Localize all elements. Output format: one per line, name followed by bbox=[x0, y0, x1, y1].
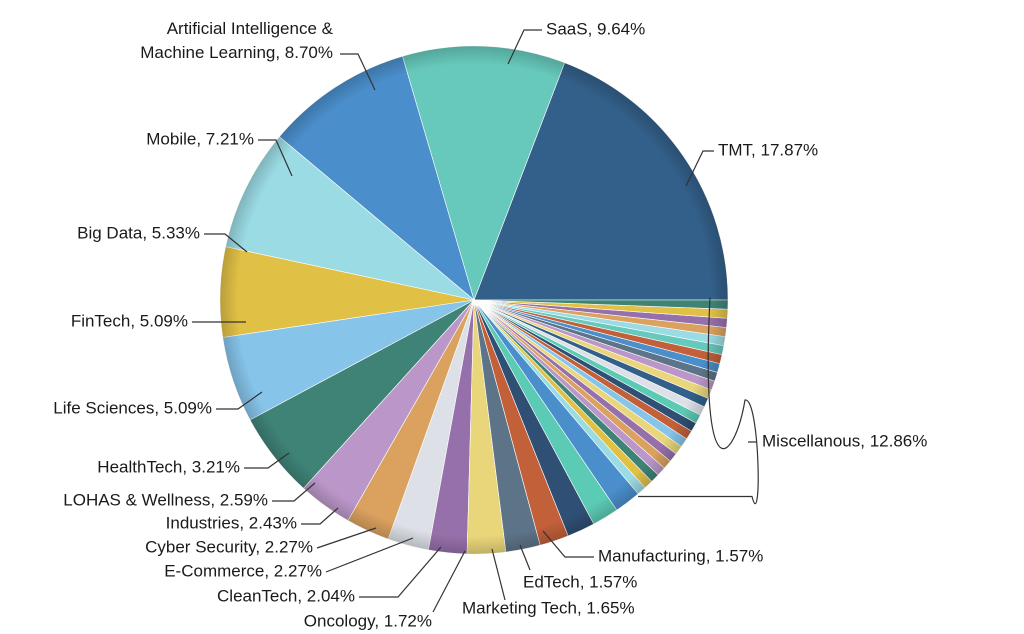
leader-line-big-data bbox=[204, 233, 248, 253]
leader-line-edtech bbox=[519, 544, 531, 571]
slice-label-e-commerce: E-Commerce, 2.27% bbox=[164, 561, 322, 580]
slice-label-lohas-wellness: LOHAS & Wellness, 2.59% bbox=[63, 490, 268, 509]
slice-label-fintech: FinTech, 5.09% bbox=[71, 311, 188, 330]
leader-line-cyber-security bbox=[316, 527, 377, 549]
leader-line-marketing-tech bbox=[491, 548, 506, 601]
leader-line-oncology bbox=[432, 550, 466, 613]
slice-label-life-sciences: Life Sciences, 5.09% bbox=[53, 398, 212, 417]
slice-label-mobile: Mobile, 7.21% bbox=[146, 129, 254, 148]
slice-label-tmt: TMT, 17.87% bbox=[718, 140, 818, 159]
leader-lines bbox=[192, 29, 759, 613]
leader-line-healthtech bbox=[244, 452, 290, 469]
leader-line-lohas-wellness bbox=[272, 482, 316, 502]
slice-label-cleantech: CleanTech, 2.04% bbox=[217, 586, 355, 605]
slice-label-big-data: Big Data, 5.33% bbox=[77, 223, 200, 242]
leader-line-saas bbox=[507, 29, 542, 65]
slice-label-manufacturing: Manufacturing, 1.57% bbox=[598, 546, 763, 565]
slice-label-miscellanous: Miscellanous, 12.86% bbox=[762, 431, 927, 450]
leader-line-mobile bbox=[258, 139, 293, 177]
slice-label-saas: SaaS, 9.64% bbox=[546, 19, 645, 38]
leader-line-manufacturing bbox=[542, 530, 594, 558]
pie-rim-shading bbox=[220, 46, 728, 554]
leader-line-miscellanous bbox=[638, 297, 759, 505]
slice-label-artificial-intelligence: Artificial Intelligence & Machine Learnin… bbox=[140, 19, 333, 62]
leader-line-life-sciences bbox=[216, 391, 263, 410]
slice-label-cyber-security: Cyber Security, 2.27% bbox=[145, 537, 313, 556]
leader-line-artificial-intelligence bbox=[340, 53, 376, 91]
leader-line-e-commerce bbox=[325, 537, 414, 573]
slice-label-industries: Industries, 2.43% bbox=[166, 513, 297, 532]
slice-label-marketing-tech: Marketing Tech, 1.65% bbox=[462, 598, 635, 617]
leader-line-industries bbox=[301, 507, 339, 525]
slice-label-oncology: Oncology, 1.72% bbox=[304, 611, 432, 630]
slice-labels: TMT, 17.87% SaaS, 9.64% Artificial Intelli… bbox=[53, 19, 927, 630]
slice-label-edtech: EdTech, 1.57% bbox=[523, 572, 637, 591]
leader-line-tmt bbox=[685, 150, 714, 187]
slice-label-healthtech: HealthTech, 3.21% bbox=[97, 457, 240, 476]
leader-line-cleantech bbox=[359, 546, 442, 598]
